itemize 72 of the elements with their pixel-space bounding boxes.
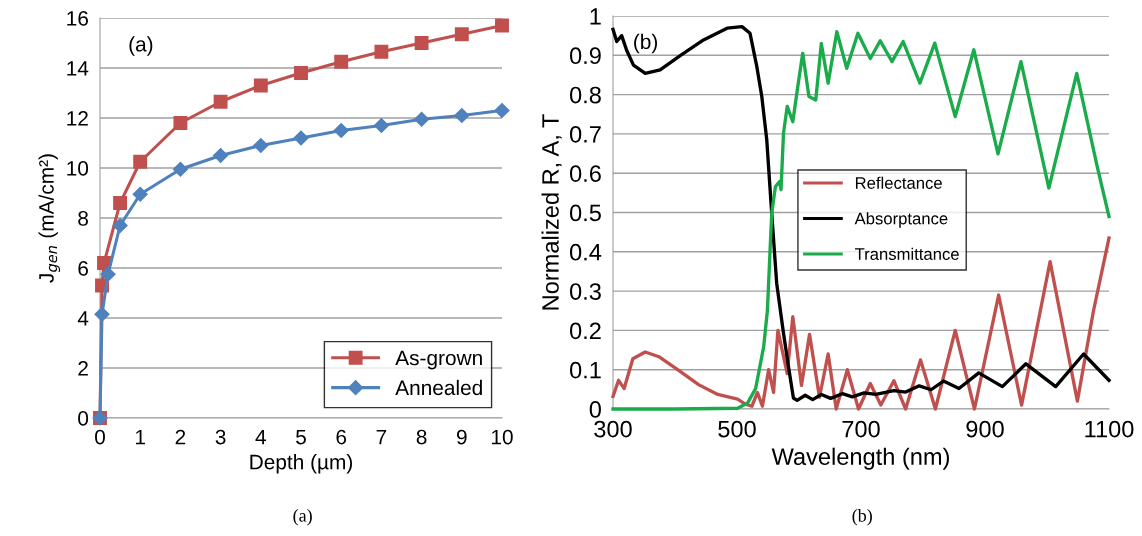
x-tick-label: 10 bbox=[492, 429, 513, 445]
y-tick-label: 0.3 bbox=[569, 283, 601, 300]
point bbox=[373, 117, 389, 134]
x-tick-label: 7 bbox=[376, 429, 387, 445]
x-tick-label: 700 bbox=[842, 420, 880, 438]
point bbox=[374, 44, 389, 59]
x-tick-label: 1100 bbox=[1085, 420, 1134, 438]
legend-label: Reflectance bbox=[855, 176, 942, 189]
x-tick-label: 0 bbox=[95, 429, 105, 445]
x-tick-label: 1 bbox=[136, 429, 145, 445]
y-tick-label: 6 bbox=[78, 261, 88, 276]
annotation: (a) bbox=[129, 36, 153, 56]
legend-label: Transmittance bbox=[854, 247, 959, 260]
y-tick-label: 0.2 bbox=[569, 322, 601, 340]
x-tick-label: 6 bbox=[336, 429, 347, 445]
x-tick-label: 900 bbox=[966, 420, 1004, 438]
point bbox=[294, 66, 308, 80]
y-tick-label: 16 bbox=[67, 11, 88, 26]
x-tick-label: 3 bbox=[215, 429, 226, 445]
point bbox=[112, 217, 128, 234]
point bbox=[213, 94, 228, 109]
x-tick-label: 9 bbox=[456, 429, 467, 445]
point bbox=[173, 116, 188, 130]
text: (b) bbox=[852, 509, 872, 526]
point bbox=[494, 102, 510, 119]
legend-label: As-grown bbox=[395, 350, 482, 370]
point bbox=[333, 122, 349, 139]
y-axis-title: J$_{gen}$ (mA/cm²) bbox=[38, 154, 61, 283]
x-axis-title: Depth (µm) bbox=[250, 454, 353, 474]
x-tick-label: 300 bbox=[594, 420, 632, 438]
point bbox=[213, 147, 229, 164]
x-tick-label: 5 bbox=[296, 429, 306, 445]
point bbox=[414, 36, 429, 50]
y-tick-label: 14 bbox=[67, 61, 89, 76]
x-tick-label: 500 bbox=[718, 420, 756, 438]
y-tick-label: 0.1 bbox=[569, 361, 601, 379]
point bbox=[132, 186, 148, 202]
annotation: (b) bbox=[634, 33, 658, 54]
point bbox=[414, 111, 430, 127]
point bbox=[293, 130, 309, 146]
point bbox=[253, 137, 269, 154]
y-tick-label: 12 bbox=[67, 111, 88, 126]
y-tick-label: 0.7 bbox=[569, 125, 601, 143]
point bbox=[113, 196, 128, 210]
y-tick-label: 0.6 bbox=[569, 165, 601, 182]
y-axis-title: Normalized R, A, T bbox=[541, 114, 562, 310]
y-tick-label: 0 bbox=[589, 401, 601, 418]
x-tick-label: 4 bbox=[255, 429, 266, 445]
legend-label: Annealed bbox=[395, 379, 482, 396]
point bbox=[454, 107, 470, 124]
y-tick-label: 2 bbox=[78, 361, 88, 376]
y-tick-label: 0.9 bbox=[569, 47, 601, 65]
y-tick-label: 10 bbox=[67, 161, 89, 176]
x-tick-label: 8 bbox=[416, 429, 427, 445]
point bbox=[334, 54, 349, 69]
x-axis-title: Wavelength (nm) bbox=[771, 447, 949, 470]
point bbox=[100, 266, 116, 282]
point bbox=[172, 161, 188, 177]
legend-label: Absorptance bbox=[854, 212, 948, 228]
point bbox=[454, 27, 469, 42]
x-tick-label: 2 bbox=[175, 429, 186, 445]
point bbox=[253, 78, 268, 93]
y-tick-label: 1 bbox=[590, 8, 601, 25]
y-tick-label: 4 bbox=[77, 311, 89, 326]
y-tick-label: 8 bbox=[78, 211, 88, 226]
y-tick-label: 0.4 bbox=[569, 243, 602, 261]
y-tick-label: 0.8 bbox=[569, 86, 601, 104]
point bbox=[495, 18, 509, 33]
point bbox=[94, 306, 110, 322]
y-tick-label: 0.5 bbox=[569, 204, 601, 222]
text: (a) bbox=[293, 509, 312, 526]
point bbox=[133, 154, 148, 169]
